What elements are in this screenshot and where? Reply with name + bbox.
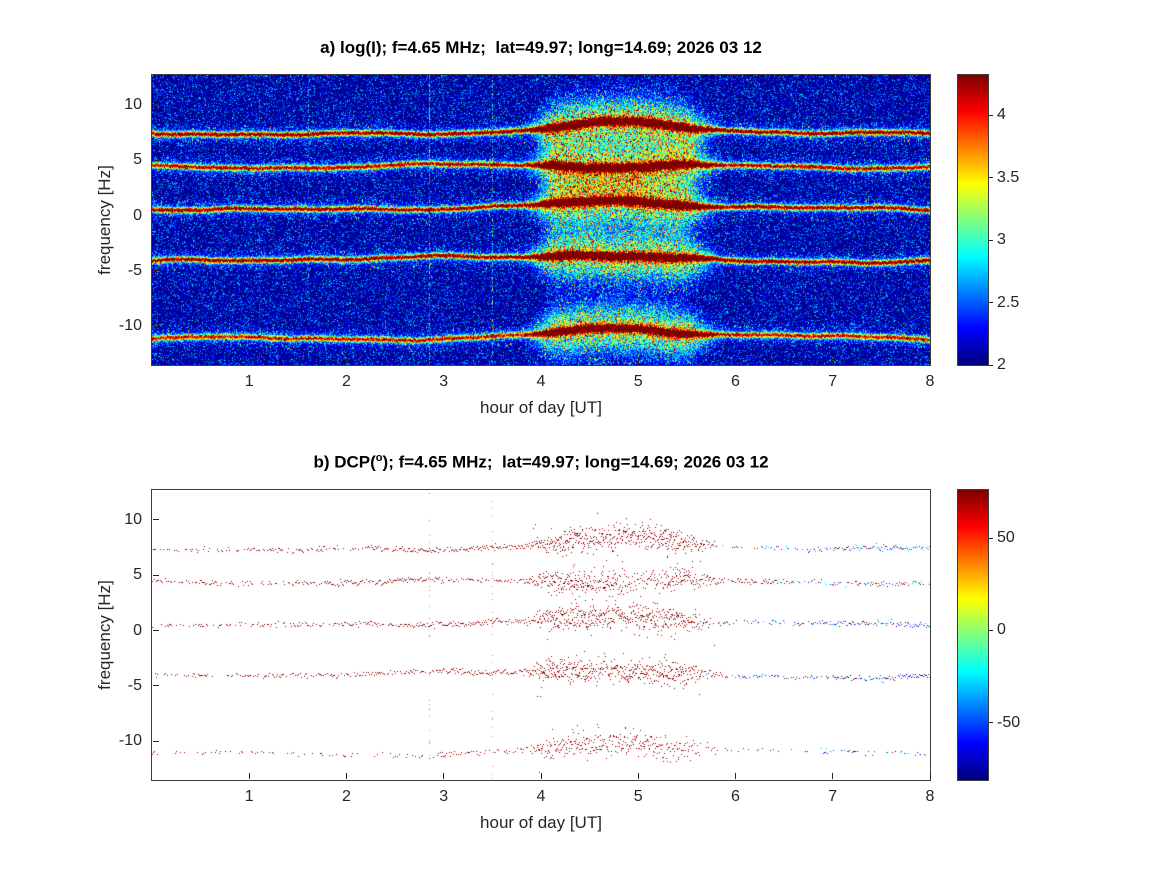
colorbar-tick-mark: [989, 364, 993, 366]
y-tick-label: 10: [124, 510, 142, 528]
degree-superscript: o: [375, 452, 383, 464]
panel-a-xlabel: hour of day [UT]: [480, 398, 602, 417]
colorbar-tick-label: 3.5: [997, 168, 1020, 186]
x-tick-label: 4: [536, 373, 546, 390]
x-tick-label: 3: [439, 373, 449, 390]
x-tick-label: 4: [536, 788, 546, 805]
x-tick-label: 1: [244, 373, 254, 390]
x-tick-mark: [735, 358, 736, 364]
x-tick-label: 1: [244, 788, 254, 805]
y-tick-label: 5: [133, 566, 142, 584]
y-tick-mark: [153, 325, 159, 327]
x-tick-label: 8: [925, 373, 935, 390]
colorbar-tick-mark: [989, 114, 993, 116]
colorbar-tick-label: 50: [997, 529, 1015, 547]
y-tick-mark: [153, 685, 159, 687]
x-tick-label: 5: [633, 373, 643, 390]
x-tick-label: 3: [439, 788, 449, 805]
colorbar-tick-label: 2: [997, 356, 1006, 373]
x-tick-mark: [637, 773, 639, 779]
y-tick-label: -10: [118, 732, 142, 750]
y-tick-mark: [153, 270, 159, 272]
y-tick-mark: [153, 159, 159, 161]
y-tick-label: 0: [133, 206, 142, 224]
y-tick-mark: [153, 519, 159, 521]
x-tick-mark: [832, 358, 834, 364]
y-tick-label: -5: [127, 261, 142, 279]
colorbar-tick-mark: [989, 537, 993, 539]
x-tick-label: 7: [828, 788, 838, 805]
x-tick-mark: [346, 773, 347, 779]
x-tick-mark: [443, 358, 445, 364]
panel-a-colorbar-canvas: [958, 75, 988, 365]
panel-b-title: b) DCP(o); f=4.65 MHz; lat=49.97; long=1…: [152, 452, 930, 473]
panel-a-colorbar: [957, 74, 989, 366]
panel-b-title-suffix: ); f=4.65 MHz; lat=49.97; long=14.69; 20…: [382, 452, 769, 472]
colorbar-tick-mark: [989, 302, 993, 303]
panel-a-heatmap-canvas: [152, 75, 930, 365]
colorbar-tick-mark: [989, 239, 993, 241]
x-tick-mark: [929, 773, 931, 779]
x-tick-label: 6: [731, 788, 740, 805]
panel-b-colorbar-canvas: [958, 490, 988, 780]
colorbar-tick-label: -50: [997, 713, 1021, 731]
x-tick-label: 6: [731, 373, 740, 390]
x-tick-mark: [637, 358, 639, 364]
x-tick-label: 2: [342, 373, 351, 390]
x-tick-mark: [929, 358, 931, 364]
y-tick-label: -5: [127, 676, 142, 694]
x-tick-mark: [540, 358, 542, 364]
y-tick-label: 5: [133, 151, 142, 169]
colorbar-tick-label: 4: [997, 106, 1006, 123]
y-tick-label: -10: [118, 317, 142, 335]
panel-b-plot: [151, 489, 931, 781]
panel-b-xlabel: hour of day [UT]: [480, 813, 602, 832]
x-tick-label: 2: [342, 788, 351, 805]
x-tick-mark: [540, 773, 542, 779]
x-tick-mark: [248, 773, 250, 779]
colorbar-tick-label: 2.5: [997, 293, 1020, 311]
colorbar-tick-label: 3: [997, 231, 1006, 248]
x-tick-mark: [735, 773, 736, 779]
panel-b-colorbar: [957, 489, 989, 781]
y-tick-mark: [153, 574, 159, 576]
y-tick-mark: [153, 740, 159, 742]
panel-b-title-prefix: b) DCP(: [313, 452, 376, 472]
x-tick-label: 7: [828, 373, 838, 390]
x-tick-mark: [832, 773, 834, 779]
y-tick-mark: [153, 104, 159, 106]
x-tick-label: 8: [925, 788, 935, 805]
y-tick-label: 0: [133, 621, 142, 639]
y-tick-mark: [153, 215, 159, 217]
y-tick-mark: [153, 630, 159, 632]
colorbar-tick-mark: [989, 722, 993, 724]
x-tick-mark: [443, 773, 445, 779]
colorbar-tick-label: 0: [997, 621, 1006, 639]
x-tick-mark: [248, 358, 250, 364]
panel-a-title: a) log(I); f=4.65 MHz; lat=49.97; long=1…: [320, 38, 762, 57]
colorbar-tick-mark: [989, 177, 993, 178]
y-tick-label: 10: [124, 95, 142, 113]
panel-a-plot: [151, 74, 931, 366]
x-tick-label: 5: [633, 788, 643, 805]
x-tick-mark: [346, 358, 347, 364]
panel-b-scatter-canvas: [152, 490, 930, 780]
colorbar-tick-mark: [989, 629, 993, 631]
